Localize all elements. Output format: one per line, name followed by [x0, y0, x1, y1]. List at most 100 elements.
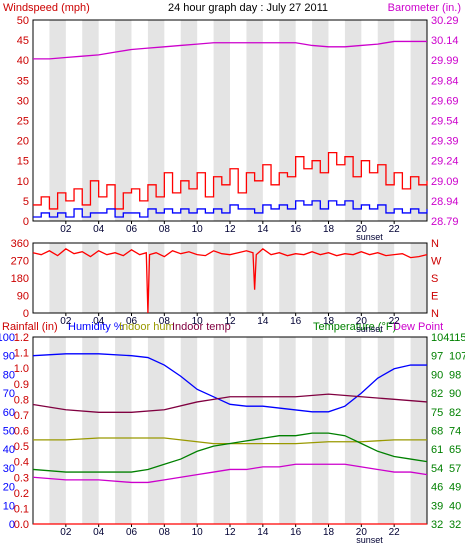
direction-panel-x-tick-label: 10 — [192, 316, 204, 327]
humidity-tick-label: 90 — [3, 351, 15, 363]
temp-tick-label: 61 — [431, 444, 443, 456]
direction-panel-hour-band — [49, 243, 66, 313]
temp-tick-label: 90 — [431, 369, 443, 381]
rainfall-tick-label: 0.0 — [14, 519, 29, 531]
temp-panel-hour-band — [312, 337, 329, 524]
barometer-tick-label: 29.99 — [431, 55, 459, 67]
temp-alt-tick-label: 107 — [449, 351, 465, 363]
wind-panel-hour-band — [344, 20, 362, 221]
rainfall-tick-label: 0.6 — [14, 426, 29, 438]
humidity-tick-label: 70 — [3, 388, 15, 400]
direction-tick-label: 180 — [11, 273, 29, 285]
windspeed-tick-label: 25 — [17, 116, 29, 128]
compass-tick-label: N — [431, 308, 439, 320]
direction-panel-hour-band — [213, 243, 230, 313]
humidity-tick-label: 40 — [3, 444, 15, 456]
temp-alt-tick-label: 90 — [449, 388, 461, 400]
wind-panel-hour-band — [147, 20, 165, 221]
temp-panel-hour-band — [147, 337, 165, 524]
compass-tick-label: S — [431, 273, 438, 285]
wind-panel-x-tick-label: 08 — [159, 224, 171, 235]
temp-panel-hour-band — [82, 337, 99, 524]
temp-tick-label: 46 — [431, 482, 443, 494]
temp-panel-hour-band — [49, 337, 66, 524]
wind-panel-hour-band — [312, 20, 329, 221]
windspeed-tick-label: 50 — [17, 15, 29, 27]
temp-alt-tick-label: 98 — [449, 369, 461, 381]
barometer-axis-label: Barometer (in.) — [388, 2, 461, 14]
temp-panel-x-tick-label: 16 — [290, 527, 302, 538]
temp-panel-hour-band — [180, 337, 198, 524]
barometer-tick-label: 30.14 — [431, 35, 459, 47]
temp-panel-x-tick-label: 04 — [93, 527, 105, 538]
direction-tick-label: 0 — [23, 308, 29, 320]
windspeed-tick-label: 20 — [17, 136, 29, 148]
humidity-tick-label: 80 — [3, 369, 15, 381]
barometer-line — [33, 40, 427, 60]
temp-alt-tick-label: 40 — [449, 500, 461, 512]
temp-panel-x-tick-label: 06 — [126, 527, 138, 538]
rainfall-tick-label: 0.5 — [14, 441, 29, 453]
temp-panel-x-tick-label: 20 — [356, 527, 368, 538]
wind-panel-x-tick-label: 06 — [126, 224, 138, 235]
temp-tick-label: 68 — [431, 426, 443, 438]
direction-panel-hour-band — [82, 243, 99, 313]
windspeed-line — [33, 200, 428, 218]
temp-panel-hour-band — [246, 337, 263, 524]
rainfall-tick-label: 0.7 — [14, 410, 29, 422]
wind-panel-x-tick-label: 14 — [257, 224, 269, 235]
legend-dew-point: Dew Point — [393, 321, 443, 333]
temp-panel-hour-band — [279, 337, 296, 524]
compass-tick-label: N — [431, 238, 439, 250]
wind-panel-hour-band — [246, 20, 263, 221]
rainfall-tick-label: 0.2 — [14, 488, 29, 500]
rainfall-tick-label: 0.3 — [14, 472, 29, 484]
temp-alt-tick-label: 32 — [449, 519, 461, 531]
direction-tick-label: 90 — [17, 291, 29, 303]
temp-panel-sunset-label: sunset — [356, 535, 383, 545]
temp-panel-x-tick-label: 18 — [323, 527, 335, 538]
humidity-tick-label: 100 — [0, 332, 15, 344]
barometer-tick-label: 29.69 — [431, 95, 459, 107]
direction-panel-x-tick-label: 08 — [159, 316, 171, 327]
rainfall-axis-label: Rainfall (in) — [2, 321, 58, 333]
temp-tick-label: 54 — [431, 463, 443, 475]
temp-panel-x-tick-label: 08 — [159, 527, 171, 538]
indoor-temp-line — [32, 393, 428, 413]
direction-panel-hour-band — [180, 243, 198, 313]
rainfall-tick-label: 0.8 — [14, 394, 29, 406]
rainfall-tick-label: 0.4 — [14, 457, 29, 469]
windspeed-tick-label: 0 — [23, 216, 29, 228]
wind-panel-hour-band — [279, 20, 296, 221]
direction-panel-hour-band — [147, 243, 165, 313]
temp-panel-x-tick-label: 22 — [389, 527, 401, 538]
temp-alt-tick-label: 115 — [449, 332, 465, 344]
direction-panel-x-tick-label: 04 — [93, 316, 105, 327]
windspeed-tick-label: 35 — [17, 75, 29, 87]
humidity-tick-label: 50 — [3, 426, 15, 438]
rainfall-tick-label: 1.1 — [14, 348, 29, 360]
rainfall-tick-label: 1.2 — [14, 332, 29, 344]
barometer-tick-label: 29.84 — [431, 75, 459, 87]
humidity-tick-label: 20 — [3, 482, 15, 494]
windspeed-tick-label: 30 — [17, 95, 29, 107]
wind-panel-x-tick-label: 04 — [93, 224, 105, 235]
wind-panel-hour-band — [213, 20, 230, 221]
temp-tick-label: 104 — [431, 332, 449, 344]
barometer-tick-label: 29.54 — [431, 116, 459, 128]
rainfall-tick-label: 0.9 — [14, 379, 29, 391]
temp-panel-x-tick-label: 14 — [257, 527, 269, 538]
humidity-tick-label: 60 — [3, 407, 15, 419]
direction-tick-label: 360 — [11, 238, 29, 250]
compass-tick-label: W — [431, 256, 442, 268]
direction-panel-x-tick-label: 06 — [126, 316, 138, 327]
direction-panel-x-tick-label: 18 — [323, 316, 335, 327]
temp-panel-hour-band — [377, 337, 395, 524]
wind-panel-hour-band — [115, 20, 132, 221]
chart-layer: 02 04 06 08 10 12 14 16 18 20 22 sunset 0 5 10 15 20 25 30… — [0, 15, 465, 545]
temp-panel-x-tick-label: 02 — [60, 527, 72, 538]
direction-panel-x-tick-label: 12 — [224, 316, 236, 327]
temp-alt-tick-label: 49 — [449, 482, 461, 494]
dew-point-line — [32, 463, 428, 484]
